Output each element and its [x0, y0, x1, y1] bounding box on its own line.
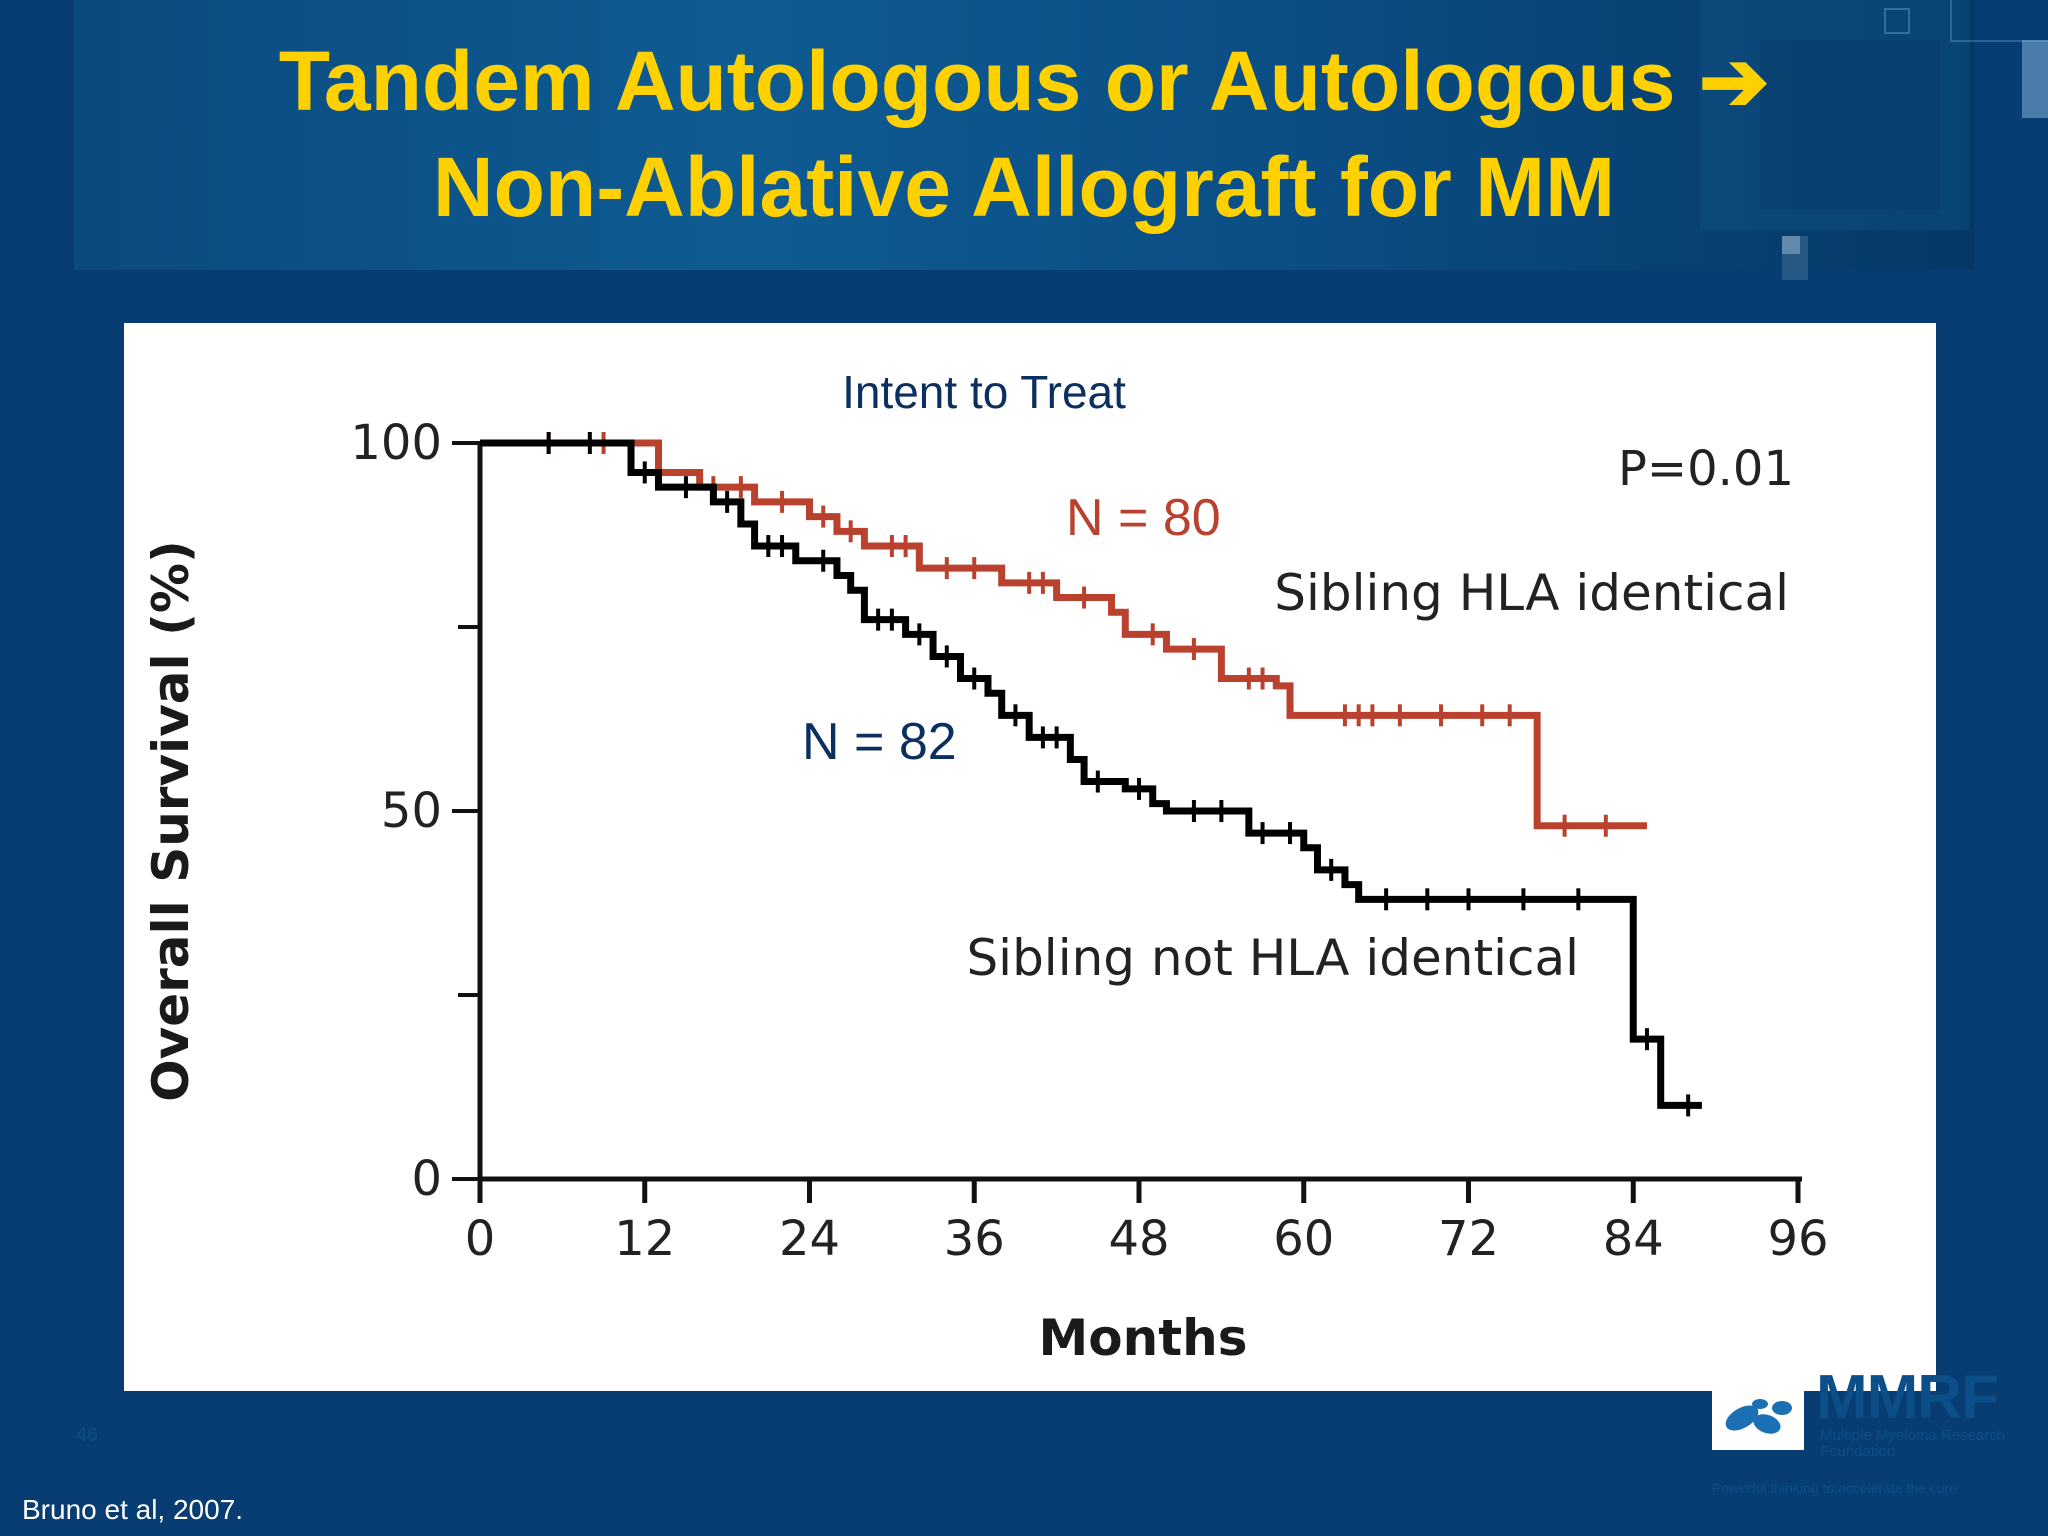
page-number: 46 — [76, 1424, 99, 1446]
survival-curve — [480, 439, 1647, 830]
chart-labels: Intent to Treat Months Overall Survival … — [142, 366, 1794, 1367]
x-tick-label: 84 — [1603, 1211, 1664, 1267]
series-sibling-hla-identical — [480, 432, 1647, 837]
slide-title-line-2: Non-Ablative Allograft for MM — [432, 140, 1616, 234]
mmrf-logo: MMRF Multiple Myeloma Research Foundatio… — [1712, 1362, 2012, 1502]
n-not-identical-label: N = 82 — [802, 713, 957, 771]
n-identical-label: N = 80 — [1066, 489, 1221, 547]
x-axis-label: Months — [1039, 1309, 1248, 1367]
logo-tagline: Powerful thinking to accelerate the cure — [1712, 1480, 1958, 1496]
decorative-square — [1884, 8, 1910, 34]
x-tick-label: 60 — [1273, 1211, 1334, 1267]
y-tick-label: 100 — [350, 415, 442, 471]
leaf-logo-icon — [1712, 1388, 1804, 1450]
slide-title: Tandem Autologous or Autologous ➔ Non-Ab… — [74, 28, 1974, 240]
x-tick-label: 24 — [779, 1211, 840, 1267]
decorative-square — [1760, 40, 1940, 210]
decorative-square — [1782, 236, 1800, 254]
decorative-square — [1950, 0, 2048, 42]
x-tick-label: 0 — [465, 1211, 496, 1267]
y-tick-label: 50 — [381, 783, 442, 839]
x-tick-label: 36 — [944, 1211, 1005, 1267]
x-tick-label: 48 — [1108, 1211, 1169, 1267]
chart-axes: 0 12 24 36 48 60 72 84 96 0 50 100 — [350, 415, 1828, 1267]
title-banner — [74, 0, 1974, 270]
p-value-label: P=0.01 — [1618, 441, 1794, 497]
x-tick-label: 96 — [1767, 1211, 1828, 1267]
logo-subtitle: Multiple Myeloma Research Foundation — [1820, 1427, 2006, 1460]
x-tick-label: 12 — [614, 1211, 675, 1267]
chart-series — [480, 432, 1702, 1117]
series-label-not-identical: Sibling not HLA identical — [966, 929, 1579, 987]
survival-curve — [480, 439, 1702, 1109]
x-tick-label: 72 — [1438, 1211, 1499, 1267]
y-tick-label: 0 — [411, 1151, 442, 1207]
series-sibling-not-hla-identical — [480, 432, 1702, 1117]
survival-chart: 0 12 24 36 48 60 72 84 96 0 50 100 Intent to Treat … — [142, 366, 1829, 1367]
citation: Bruno et al, 2007. — [22, 1494, 244, 1525]
y-axis-label: Overall Survival (%) — [142, 540, 200, 1102]
chart-panel: 0 12 24 36 48 60 72 84 96 0 50 100 Intent to Treat … — [124, 323, 1936, 1391]
logo-wordmark: MMRF — [1816, 1363, 1999, 1432]
series-label-identical: Sibling HLA identical — [1274, 564, 1789, 622]
decorative-square — [2022, 40, 2048, 118]
slide-title-line-1: Tandem Autologous or Autologous ➔ — [278, 34, 1770, 128]
chart-title: Intent to Treat — [842, 366, 1126, 418]
